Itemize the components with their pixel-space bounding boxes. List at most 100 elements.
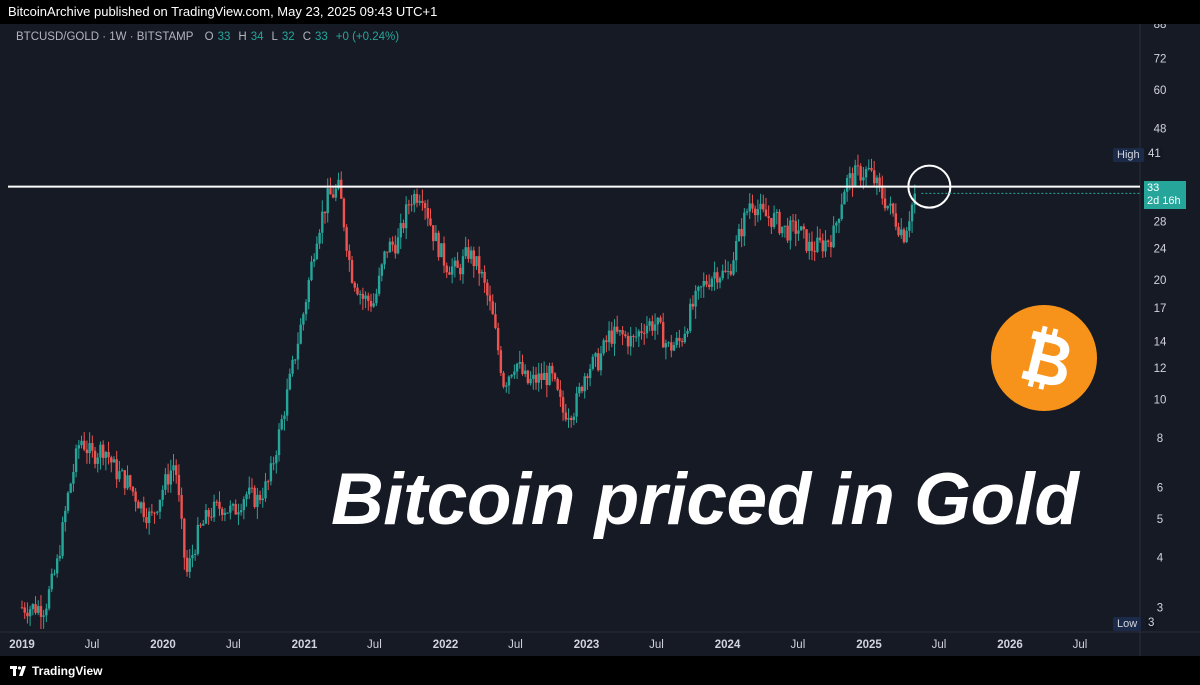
candle-body xyxy=(28,609,32,617)
candle-body xyxy=(120,470,124,472)
candle-body xyxy=(304,302,308,315)
candle-body xyxy=(521,362,524,374)
candle-body xyxy=(588,368,592,379)
candle-body xyxy=(112,459,116,463)
candle-body xyxy=(361,293,365,299)
candle-body xyxy=(697,286,700,291)
candle-body xyxy=(813,250,816,252)
y-tick-label: 48 xyxy=(1154,124,1167,136)
candle-body xyxy=(318,232,321,244)
candle-body xyxy=(31,604,35,610)
candle-body xyxy=(164,474,167,490)
candle-body xyxy=(810,241,814,251)
candle-body xyxy=(724,270,727,272)
candle-body xyxy=(337,179,340,189)
x-tick-label: 2021 xyxy=(292,639,318,651)
candle-body xyxy=(234,504,237,515)
candle-body xyxy=(664,343,668,348)
candle-body xyxy=(34,604,37,613)
candle-body xyxy=(889,203,892,206)
candle-body xyxy=(58,555,62,559)
candle-body xyxy=(832,225,835,248)
candle-body xyxy=(288,373,292,390)
candle-body xyxy=(707,284,711,287)
candle-body xyxy=(610,330,613,344)
candle-body xyxy=(64,510,67,523)
candle-body xyxy=(83,440,86,450)
candle-body xyxy=(399,223,402,238)
candle-body xyxy=(80,440,83,446)
candle-body xyxy=(253,487,256,507)
candle-body xyxy=(721,270,724,279)
candle-body xyxy=(572,416,576,420)
candle-body xyxy=(134,491,137,502)
candle-body xyxy=(442,243,446,266)
candle-body xyxy=(864,169,868,178)
symbol-legend: BTCUSD/GOLD · 1W · BITSTAMP O 33 H 34 L 32 … xyxy=(16,31,403,43)
candle-body xyxy=(894,213,898,227)
candle-body xyxy=(280,419,283,430)
symbol-label: BTCUSD/GOLD · 1W · BITSTAMP xyxy=(16,31,194,43)
candle-body xyxy=(169,470,172,485)
candle-body xyxy=(372,303,375,307)
candle-body xyxy=(735,241,738,261)
candle-body xyxy=(177,474,181,496)
candle-body xyxy=(659,317,662,323)
candle-body xyxy=(45,608,48,616)
candle-body xyxy=(645,325,649,334)
y-tick-label: 10 xyxy=(1154,394,1167,406)
candle-body xyxy=(323,211,327,214)
candle-body xyxy=(756,209,760,216)
candle-body xyxy=(220,508,224,515)
candle-body xyxy=(794,221,797,234)
y-tick-label: 88 xyxy=(1154,24,1167,31)
candle-body xyxy=(364,295,367,299)
candle-body xyxy=(183,518,186,558)
candle-body xyxy=(277,429,281,456)
close-label: C xyxy=(302,31,311,43)
candle-body xyxy=(145,517,148,524)
candle-body xyxy=(515,363,519,372)
candle-body xyxy=(607,330,611,343)
candle-body xyxy=(753,208,757,216)
candle-body xyxy=(386,251,389,253)
candle-body xyxy=(193,553,197,556)
candle-body xyxy=(350,260,354,283)
publisher-line: BitcoinArchive published on TradingView.… xyxy=(0,0,1200,24)
y-tick-label: 60 xyxy=(1154,85,1167,97)
candle-body xyxy=(418,200,421,203)
candle-body xyxy=(429,218,432,226)
x-tick-label: 2026 xyxy=(997,639,1023,651)
candle-body xyxy=(39,606,43,617)
candle-body xyxy=(859,166,862,181)
candle-body xyxy=(215,501,218,503)
candle-body xyxy=(153,512,156,514)
candle-body xyxy=(459,267,462,275)
open-label: O xyxy=(204,31,214,43)
candle-body xyxy=(605,340,608,343)
candle-body xyxy=(139,502,143,509)
candle-body xyxy=(426,208,430,219)
candle-body xyxy=(150,511,154,513)
candle-body xyxy=(110,457,113,463)
candle-body xyxy=(226,512,229,514)
candle-body xyxy=(737,228,741,242)
candle-body xyxy=(775,211,779,214)
candle-body xyxy=(878,177,881,186)
candle-body xyxy=(375,293,378,304)
candle-body xyxy=(897,226,900,236)
candle-body xyxy=(870,167,873,171)
candle-body xyxy=(239,510,243,513)
candle-body xyxy=(854,165,857,186)
candle-body xyxy=(740,228,743,237)
candle-body xyxy=(26,612,29,617)
y-tick-label: 12 xyxy=(1154,363,1167,375)
candle-body xyxy=(266,481,270,483)
candle-body xyxy=(312,259,316,262)
candle-body xyxy=(291,359,294,374)
candle-body xyxy=(705,280,708,285)
candle-body xyxy=(488,295,492,302)
high-value: 34 xyxy=(250,31,264,43)
candle-body xyxy=(575,393,578,417)
candle-body xyxy=(126,475,129,489)
